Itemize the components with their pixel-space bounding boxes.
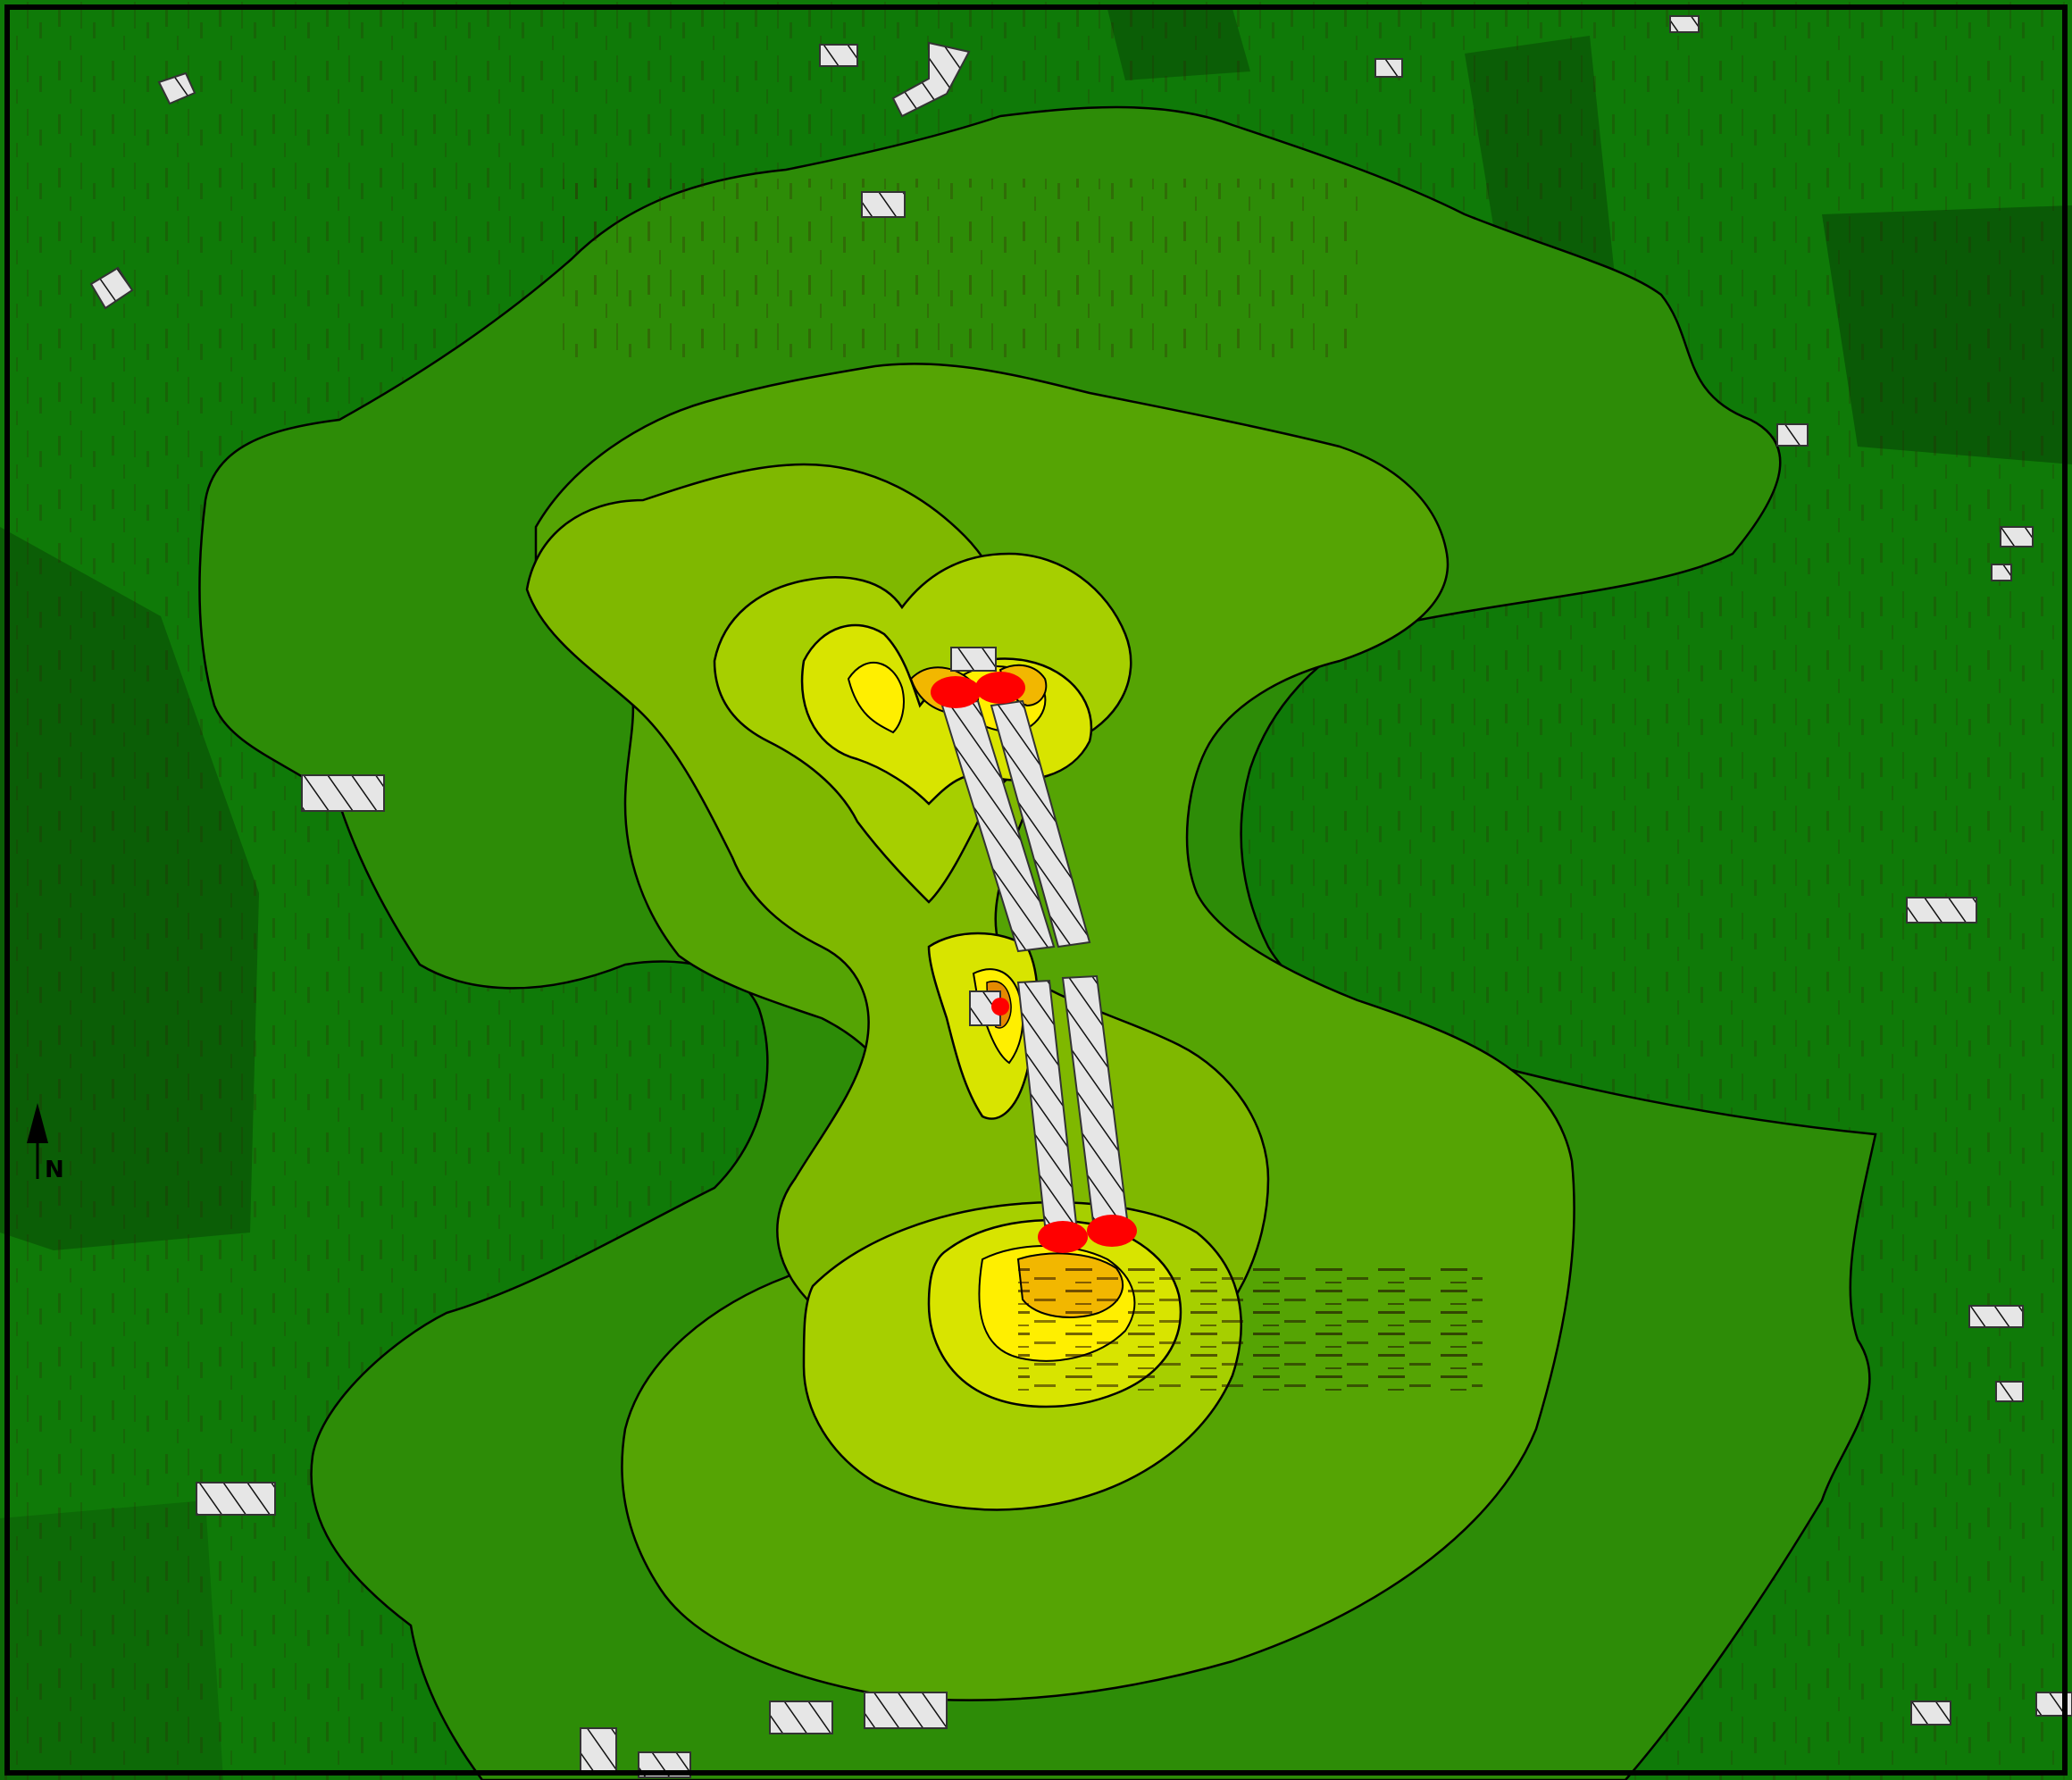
buildings [89, 15, 2072, 1778]
map-border [4, 4, 2068, 1776]
basemap-texture-south [1018, 1268, 1483, 1393]
building [196, 1482, 276, 1516]
building [1906, 897, 1977, 923]
building [950, 647, 997, 672]
source-hotspot [1087, 1215, 1137, 1247]
building [819, 44, 858, 67]
source-hotspot [991, 998, 1009, 1015]
building [301, 774, 385, 812]
building [157, 71, 196, 105]
building [1995, 1381, 2024, 1402]
building [861, 191, 906, 218]
building [1374, 58, 1403, 78]
source-hotspot [975, 672, 1025, 704]
source-hotspot [1038, 1221, 1088, 1253]
building [2000, 526, 2034, 547]
building [769, 1701, 833, 1734]
building [864, 1692, 948, 1729]
north-arrow-label: N [45, 1157, 64, 1183]
building [1968, 1305, 2024, 1328]
building [1991, 564, 2012, 581]
building [1910, 1701, 1951, 1726]
north-arrow-icon [27, 1103, 48, 1143]
building [89, 266, 134, 310]
basemap-texture-north [554, 179, 1358, 357]
source-hotspot [931, 676, 981, 708]
building [580, 1727, 617, 1774]
north-arrow: N [27, 1103, 64, 1183]
building [1776, 423, 1809, 447]
building [1669, 15, 1700, 33]
noise-sources [931, 672, 1137, 1253]
building [891, 41, 971, 118]
building [990, 699, 1091, 948]
